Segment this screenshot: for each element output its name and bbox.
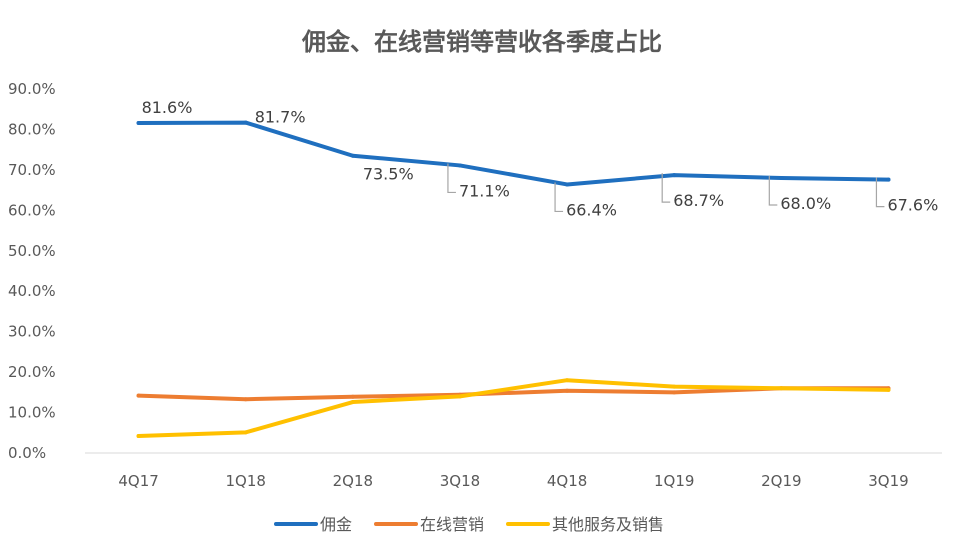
data-label-leader <box>447 163 456 194</box>
data-label: 68.7% <box>673 191 724 210</box>
data-label-leader <box>768 175 778 206</box>
x-tick-label: 1Q19 <box>654 472 694 490</box>
series-line-0 <box>136 120 891 187</box>
legend-item-0: 佣金 <box>274 515 352 534</box>
data-label: 71.1% <box>459 181 510 200</box>
data-point <box>672 384 677 389</box>
chart-title: 佣金、在线营销等营收各季度占比 <box>302 28 662 56</box>
data-point <box>136 393 141 398</box>
data-point <box>565 378 570 383</box>
data-point <box>243 397 248 402</box>
data-point <box>457 394 462 399</box>
legend-item-2: 其他服务及销售 <box>506 515 664 534</box>
data-label: 68.0% <box>780 194 831 213</box>
y-tick-label: 50.0% <box>8 242 56 260</box>
data-point <box>886 387 891 392</box>
x-tick-label: 2Q18 <box>333 472 373 490</box>
data-label: 81.6% <box>142 98 193 117</box>
data-point <box>243 120 248 125</box>
data-point <box>136 120 141 125</box>
data-label: 81.7% <box>255 108 306 127</box>
data-point <box>565 182 570 187</box>
legend-item-1: 在线营销 <box>374 515 484 534</box>
data-label-leader <box>661 173 671 203</box>
legend-label: 佣金 <box>320 515 352 534</box>
legend-label: 其他服务及销售 <box>552 515 664 534</box>
data-point <box>350 153 355 158</box>
y-tick-label: 0.0% <box>8 444 46 462</box>
y-tick-label: 60.0% <box>8 201 56 219</box>
data-point <box>457 163 462 168</box>
y-tick-label: 70.0% <box>8 161 56 179</box>
data-point <box>886 177 891 182</box>
data-point <box>243 430 248 435</box>
data-label: 73.5% <box>363 165 414 184</box>
x-tick-label: 4Q17 <box>118 472 158 490</box>
data-label: 66.4% <box>566 200 617 219</box>
label-layer: 81.6% 81.7% 73.5% 71.1% 66.4% 68.7% 68.0% 67.6% <box>142 98 939 219</box>
legend-label: 在线营销 <box>420 515 484 534</box>
data-point <box>672 390 677 395</box>
data-point <box>565 388 570 393</box>
y-tick-label: 80.0% <box>8 120 56 138</box>
y-tick-label: 90.0% <box>8 80 56 98</box>
data-point <box>136 434 141 439</box>
x-tick-label: 1Q18 <box>225 472 265 490</box>
data-point <box>672 173 677 178</box>
data-point <box>350 400 355 405</box>
data-point <box>779 386 784 391</box>
y-tick-label: 40.0% <box>8 282 56 300</box>
x-tick-label: 3Q19 <box>868 472 908 490</box>
y-tick-label: 20.0% <box>8 363 56 381</box>
y-tick-label: 10.0% <box>8 404 56 422</box>
axis-layer: 0.0% 10.0% 20.0% 30.0% 40.0% 50.0% 60.0% 70.0% 8… <box>8 80 942 490</box>
data-label-leader <box>554 182 564 213</box>
x-tick-label: 3Q18 <box>440 472 480 490</box>
y-tick-label: 30.0% <box>8 323 56 341</box>
series-layer <box>136 120 891 439</box>
data-label-leader <box>875 177 885 208</box>
x-tick-label: 4Q18 <box>547 472 587 490</box>
series-line-2 <box>136 378 891 439</box>
x-tick-label: 2Q19 <box>761 472 801 490</box>
legend-layer: 佣金 在线营销 其他服务及销售 <box>274 515 664 534</box>
data-label: 67.6% <box>887 196 938 215</box>
data-point <box>779 175 784 180</box>
data-point <box>350 394 355 399</box>
